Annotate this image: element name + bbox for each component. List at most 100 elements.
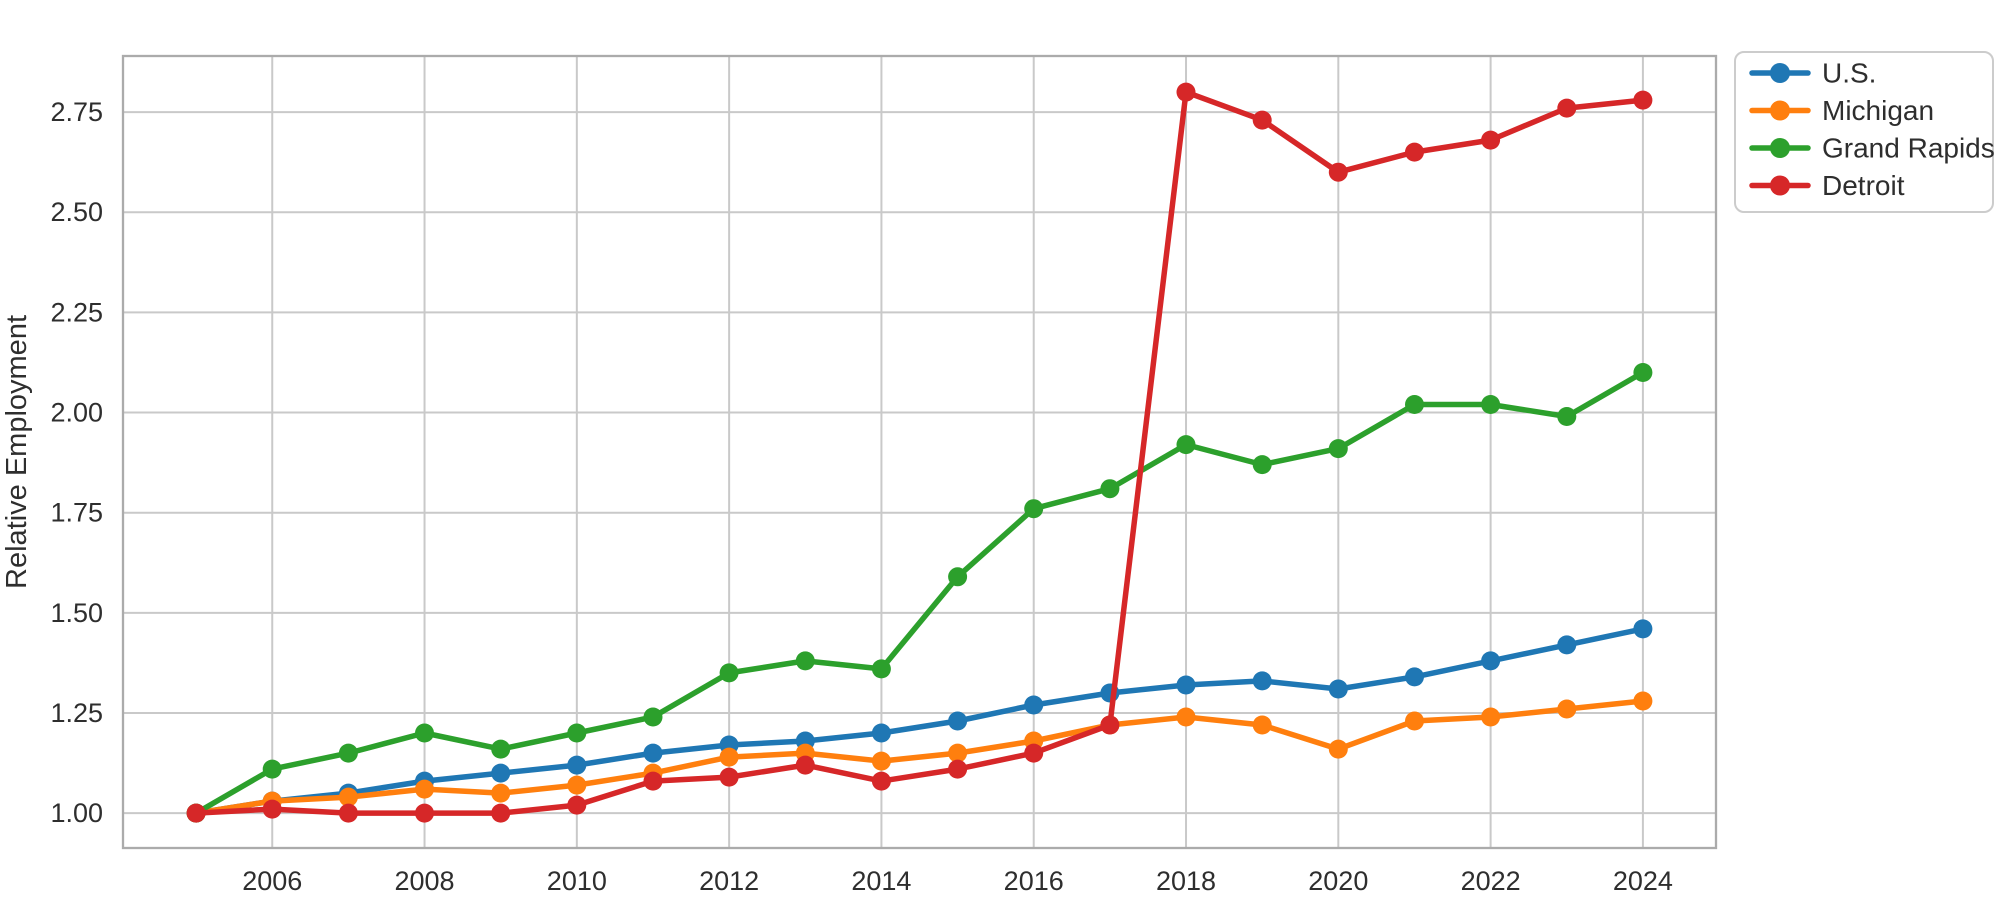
marker-detroit-2023 [1557,98,1577,118]
legend-item-michigan: Michigan [1749,95,1934,126]
gridlines [123,56,1716,848]
marker-detroit-2019 [1252,110,1272,130]
marker-grand-rapids-2006 [262,759,282,779]
legend-marker-michigan [1770,100,1790,121]
legend-label-grand-rapids: Grand Rapids [1822,133,1995,164]
series-detroit [186,82,1653,823]
marker-detroit-2012 [719,767,739,787]
legend-item-u-s: U.S. [1749,58,1876,89]
marker-michigan-2022 [1481,707,1501,727]
legend-label-detroit: Detroit [1822,170,1905,201]
marker-detroit-2006 [262,799,282,819]
marker-grand-rapids-2016 [1024,499,1044,519]
marker-grand-rapids-2015 [948,567,968,587]
marker-grand-rapids-2010 [567,723,587,743]
marker-detroit-2008 [415,803,434,823]
x-tick-label-2024: 2024 [1613,866,1673,896]
series-lines [186,82,1653,823]
marker-u-s-2024 [1633,619,1653,639]
legend-marker-u-s [1770,63,1790,83]
marker-u-s-2019 [1252,671,1272,691]
marker-u-s-2022 [1481,651,1501,671]
marker-grand-rapids-2022 [1481,395,1501,414]
x-tick-label-2006: 2006 [242,866,302,896]
marker-grand-rapids-2012 [719,663,739,683]
marker-detroit-2018 [1176,82,1196,102]
marker-u-s-2009 [491,763,511,783]
series-line-grand-rapids [193,369,1646,816]
marker-michigan-2015 [948,743,968,763]
marker-u-s-2015 [948,711,968,731]
marker-michigan-2023 [1557,699,1577,719]
marker-u-s-2020 [1328,679,1348,699]
marker-detroit-2011 [643,771,663,791]
marker-michigan-2024 [1633,691,1653,711]
marker-u-s-2011 [643,743,663,763]
x-tick-label-2022: 2022 [1461,866,1521,896]
marker-detroit-2021 [1405,142,1424,162]
marker-u-s-2023 [1557,635,1577,655]
legend-box [1734,51,1994,213]
x-tick-label-2020: 2020 [1308,866,1368,896]
marker-grand-rapids-2021 [1405,395,1424,414]
x-tick-label-2008: 2008 [395,866,455,896]
marker-detroit-2005 [186,803,206,823]
x-tick-label-2016: 2016 [1004,866,1064,896]
y-tick-label-2.75: 2.75 [50,97,103,127]
marker-michigan-2019 [1252,715,1272,735]
marker-michigan-2008 [415,779,434,799]
marker-grand-rapids-2020 [1328,439,1348,459]
marker-grand-rapids-2008 [415,723,434,743]
marker-detroit-2017 [1100,715,1120,735]
marker-grand-rapids-2018 [1176,435,1196,455]
marker-michigan-2009 [491,783,511,803]
marker-detroit-2024 [1633,90,1653,110]
marker-detroit-2007 [338,803,358,823]
series-line-michigan [193,698,1646,816]
marker-grand-rapids-2023 [1557,407,1577,426]
marker-michigan-2018 [1176,707,1196,727]
marker-grand-rapids-2019 [1252,455,1272,475]
marker-detroit-2015 [948,759,968,779]
y-tick-label-2.25: 2.25 [50,297,103,327]
x-tick-label-2012: 2012 [699,866,759,896]
legend: U.S. Michigan Grand Rapids Detroit [1734,51,1995,213]
y-tick-label-2.50: 2.50 [50,197,103,227]
marker-grand-rapids-2017 [1100,479,1120,499]
marker-u-s-2016 [1024,695,1044,715]
y-tick-label-2.00: 2.00 [50,398,103,428]
legend-marker-detroit [1770,175,1790,196]
x-tick-label-2014: 2014 [851,866,911,896]
marker-detroit-2013 [795,755,815,775]
legend-marker-grand-rapids [1770,138,1790,158]
marker-michigan-2020 [1328,739,1348,759]
marker-grand-rapids-2013 [795,651,815,671]
marker-michigan-2021 [1405,711,1424,731]
marker-grand-rapids-2024 [1633,363,1653,382]
y-tick-label-1.25: 1.25 [50,698,103,728]
series-line-u-s [193,626,1646,816]
y-tick-label-1.50: 1.50 [50,598,103,628]
marker-detroit-2020 [1328,162,1348,182]
marker-grand-rapids-2014 [871,659,891,679]
legend-item-grand-rapids: Grand Rapids [1749,133,1995,164]
legend-label-u-s: U.S. [1822,58,1876,89]
marker-grand-rapids-2011 [643,707,663,727]
marker-michigan-2010 [567,775,587,795]
marker-detroit-2009 [491,803,511,823]
y-tick-label-1.75: 1.75 [50,498,103,528]
axis-tick-labels: 1.00 1.25 1.50 1.75 2.00 2.25 2.50 2.75 2006 2008… [50,97,1673,896]
marker-detroit-2022 [1481,130,1501,150]
series-michigan [186,691,1653,823]
marker-michigan-2007 [338,787,358,807]
marker-detroit-2010 [567,795,587,815]
marker-detroit-2014 [871,771,891,791]
legend-box-group: U.S. Michigan Grand Rapids Detroit [1734,51,1995,213]
marker-u-s-2010 [567,755,587,775]
series-grand-rapids [186,363,1653,823]
marker-u-s-2021 [1405,667,1424,687]
x-tick-label-2010: 2010 [547,866,607,896]
plot-border [121,54,1718,850]
y-axis-label: Relative Employment [1,315,33,589]
